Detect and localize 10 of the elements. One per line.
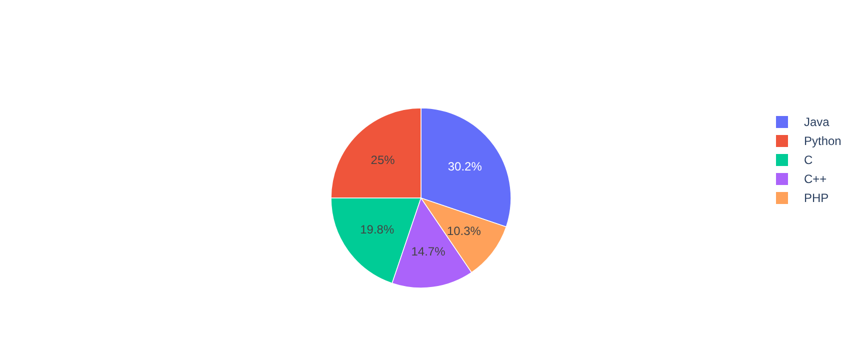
data-label: 10.3% — [446, 224, 482, 238]
legend-label: C — [804, 153, 813, 168]
data-label: 19.8% — [360, 222, 394, 237]
data-label: 30.2% — [448, 160, 482, 174]
legend-label: C++ — [804, 172, 827, 186]
legend-label: PHP — [804, 191, 829, 206]
legend-label: Python — [804, 134, 842, 148]
legend-label: Java — [804, 115, 830, 130]
data-label: 25% — [370, 153, 396, 168]
data-label: 14.7% — [411, 244, 446, 259]
